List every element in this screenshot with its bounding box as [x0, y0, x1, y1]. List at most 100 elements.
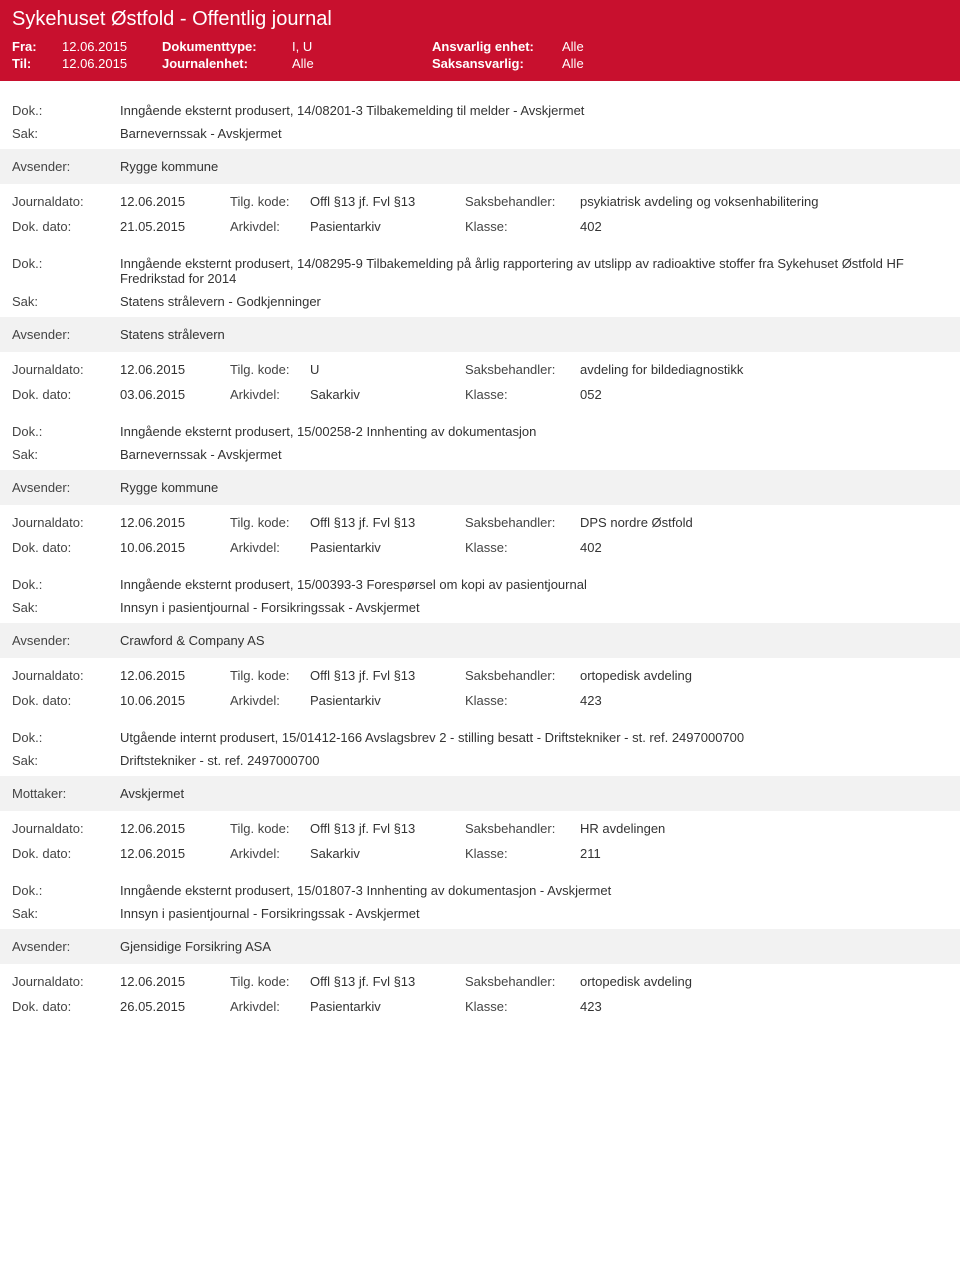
- party-label: Avsender:: [12, 327, 120, 342]
- sak-row: Sak:Statens strålevern - Godkjenninger: [12, 294, 948, 309]
- fra-label: Fra:: [12, 39, 62, 54]
- meta-row-1: Journaldato:12.06.2015Tilg. kode:Offl §1…: [12, 974, 948, 989]
- journaldato-label: Journaldato:: [12, 668, 120, 683]
- tilgkode-value: Offl §13 jf. Fvl §13: [310, 974, 465, 989]
- dok-row: Dok.:Inngående eksternt produsert, 15/00…: [12, 424, 948, 439]
- arkivdel-label: Arkivdel:: [230, 387, 310, 402]
- party-row: Mottaker:Avskjermet: [0, 776, 960, 811]
- arkivdel-value: Sakarkiv: [310, 387, 465, 402]
- journalenhet-value: Alle: [292, 56, 432, 71]
- dokdato-label: Dok. dato:: [12, 846, 120, 861]
- tilgkode-value: Offl §13 jf. Fvl §13: [310, 515, 465, 530]
- meta-row-2: Dok. dato:10.06.2015Arkivdel:Pasientarki…: [12, 540, 948, 555]
- klasse-value: 402: [580, 219, 948, 234]
- journaldato-label: Journaldato:: [12, 974, 120, 989]
- saksbehandler-label: Saksbehandler:: [465, 668, 580, 683]
- meta-row-2: Dok. dato:12.06.2015Arkivdel:SakarkivKla…: [12, 846, 948, 861]
- meta-row-1: Journaldato:12.06.2015Tilg. kode:Offl §1…: [12, 515, 948, 530]
- journal-entry: Dok.:Inngående eksternt produsert, 14/08…: [0, 103, 960, 234]
- klasse-label: Klasse:: [465, 387, 580, 402]
- dok-row: Dok.:Inngående eksternt produsert, 15/01…: [12, 883, 948, 898]
- journal-entry: Dok.:Inngående eksternt produsert, 14/08…: [0, 256, 960, 402]
- ansvarlig-value: Alle: [562, 39, 642, 54]
- dok-value: Inngående eksternt produsert, 15/00258-2…: [120, 424, 948, 439]
- sak-row: Sak:Barnevernssak - Avskjermet: [12, 447, 948, 462]
- dok-value: Inngående eksternt produsert, 15/00393-3…: [120, 577, 948, 592]
- sak-value: Innsyn i pasientjournal - Forsikringssak…: [120, 600, 948, 615]
- doktype-label: Dokumenttype:: [162, 39, 292, 54]
- dokdato-label: Dok. dato:: [12, 540, 120, 555]
- journaldato-label: Journaldato:: [12, 362, 120, 377]
- header-row-2: Til: 12.06.2015 Journalenhet: Alle Saksa…: [12, 56, 948, 71]
- klasse-label: Klasse:: [465, 219, 580, 234]
- fra-value: 12.06.2015: [62, 39, 162, 54]
- party-row: Avsender:Rygge kommune: [0, 470, 960, 505]
- tilgkode-value: U: [310, 362, 465, 377]
- tilgkode-value: Offl §13 jf. Fvl §13: [310, 668, 465, 683]
- journaldato-value: 12.06.2015: [120, 821, 230, 836]
- sak-value: Barnevernssak - Avskjermet: [120, 126, 948, 141]
- party-label: Avsender:: [12, 633, 120, 648]
- sak-row: Sak:Barnevernssak - Avskjermet: [12, 126, 948, 141]
- sak-row: Sak:Driftstekniker - st. ref. 2497000700: [12, 753, 948, 768]
- party-value: Rygge kommune: [120, 480, 948, 495]
- dokdato-label: Dok. dato:: [12, 999, 120, 1014]
- tilgkode-label: Tilg. kode:: [230, 362, 310, 377]
- journaldato-value: 12.06.2015: [120, 668, 230, 683]
- party-value: Rygge kommune: [120, 159, 948, 174]
- dokdato-value: 10.06.2015: [120, 693, 230, 708]
- dok-value: Inngående eksternt produsert, 14/08201-3…: [120, 103, 948, 118]
- arkivdel-label: Arkivdel:: [230, 540, 310, 555]
- dok-value: Inngående eksternt produsert, 14/08295-9…: [120, 256, 948, 286]
- saksbehandler-value: ortopedisk avdeling: [580, 974, 948, 989]
- meta-row-1: Journaldato:12.06.2015Tilg. kode:Offl §1…: [12, 821, 948, 836]
- dok-value: Inngående eksternt produsert, 15/01807-3…: [120, 883, 948, 898]
- sak-value: Innsyn i pasientjournal - Forsikringssak…: [120, 906, 948, 921]
- arkivdel-value: Sakarkiv: [310, 846, 465, 861]
- saksbehandler-value: DPS nordre Østfold: [580, 515, 948, 530]
- party-value: Statens strålevern: [120, 327, 948, 342]
- dokdato-value: 26.05.2015: [120, 999, 230, 1014]
- dokdato-value: 10.06.2015: [120, 540, 230, 555]
- party-label: Avsender:: [12, 939, 120, 954]
- journaldato-value: 12.06.2015: [120, 974, 230, 989]
- tilgkode-label: Tilg. kode:: [230, 194, 310, 209]
- dokdato-value: 12.06.2015: [120, 846, 230, 861]
- journaldato-label: Journaldato:: [12, 821, 120, 836]
- dok-row: Dok.:Inngående eksternt produsert, 15/00…: [12, 577, 948, 592]
- klasse-value: 052: [580, 387, 948, 402]
- party-row: Avsender:Statens strålevern: [0, 317, 960, 352]
- meta-row-1: Journaldato:12.06.2015Tilg. kode:Offl §1…: [12, 194, 948, 209]
- journaldato-label: Journaldato:: [12, 194, 120, 209]
- party-row: Avsender:Gjensidige Forsikring ASA: [0, 929, 960, 964]
- saksansvarlig-label: Saksansvarlig:: [432, 56, 562, 71]
- arkivdel-label: Arkivdel:: [230, 693, 310, 708]
- tilgkode-label: Tilg. kode:: [230, 515, 310, 530]
- journaldato-label: Journaldato:: [12, 515, 120, 530]
- header-row-1: Fra: 12.06.2015 Dokumenttype: I, U Ansva…: [12, 39, 948, 54]
- party-row: Avsender:Crawford & Company AS: [0, 623, 960, 658]
- saksbehandler-value: psykiatrisk avdeling og voksenhabiliteri…: [580, 194, 948, 209]
- meta-row-1: Journaldato:12.06.2015Tilg. kode:USaksbe…: [12, 362, 948, 377]
- dok-value: Utgående internt produsert, 15/01412-166…: [120, 730, 948, 745]
- tilgkode-label: Tilg. kode:: [230, 821, 310, 836]
- arkivdel-label: Arkivdel:: [230, 846, 310, 861]
- party-value: Crawford & Company AS: [120, 633, 948, 648]
- party-label: Avsender:: [12, 480, 120, 495]
- sak-value: Statens strålevern - Godkjenninger: [120, 294, 948, 309]
- tilgkode-value: Offl §13 jf. Fvl §13: [310, 821, 465, 836]
- party-label: Avsender:: [12, 159, 120, 174]
- klasse-label: Klasse:: [465, 540, 580, 555]
- doktype-value: I, U: [292, 39, 432, 54]
- sak-label: Sak:: [12, 600, 120, 615]
- journal-entry: Dok.:Inngående eksternt produsert, 15/00…: [0, 424, 960, 555]
- party-label: Mottaker:: [12, 786, 120, 801]
- sak-label: Sak:: [12, 294, 120, 309]
- saksansvarlig-value: Alle: [562, 56, 642, 71]
- meta-row-2: Dok. dato:10.06.2015Arkivdel:Pasientarki…: [12, 693, 948, 708]
- meta-row-2: Dok. dato:26.05.2015Arkivdel:Pasientarki…: [12, 999, 948, 1014]
- klasse-value: 211: [580, 846, 948, 861]
- party-row: Avsender:Rygge kommune: [0, 149, 960, 184]
- sak-label: Sak:: [12, 753, 120, 768]
- klasse-value: 402: [580, 540, 948, 555]
